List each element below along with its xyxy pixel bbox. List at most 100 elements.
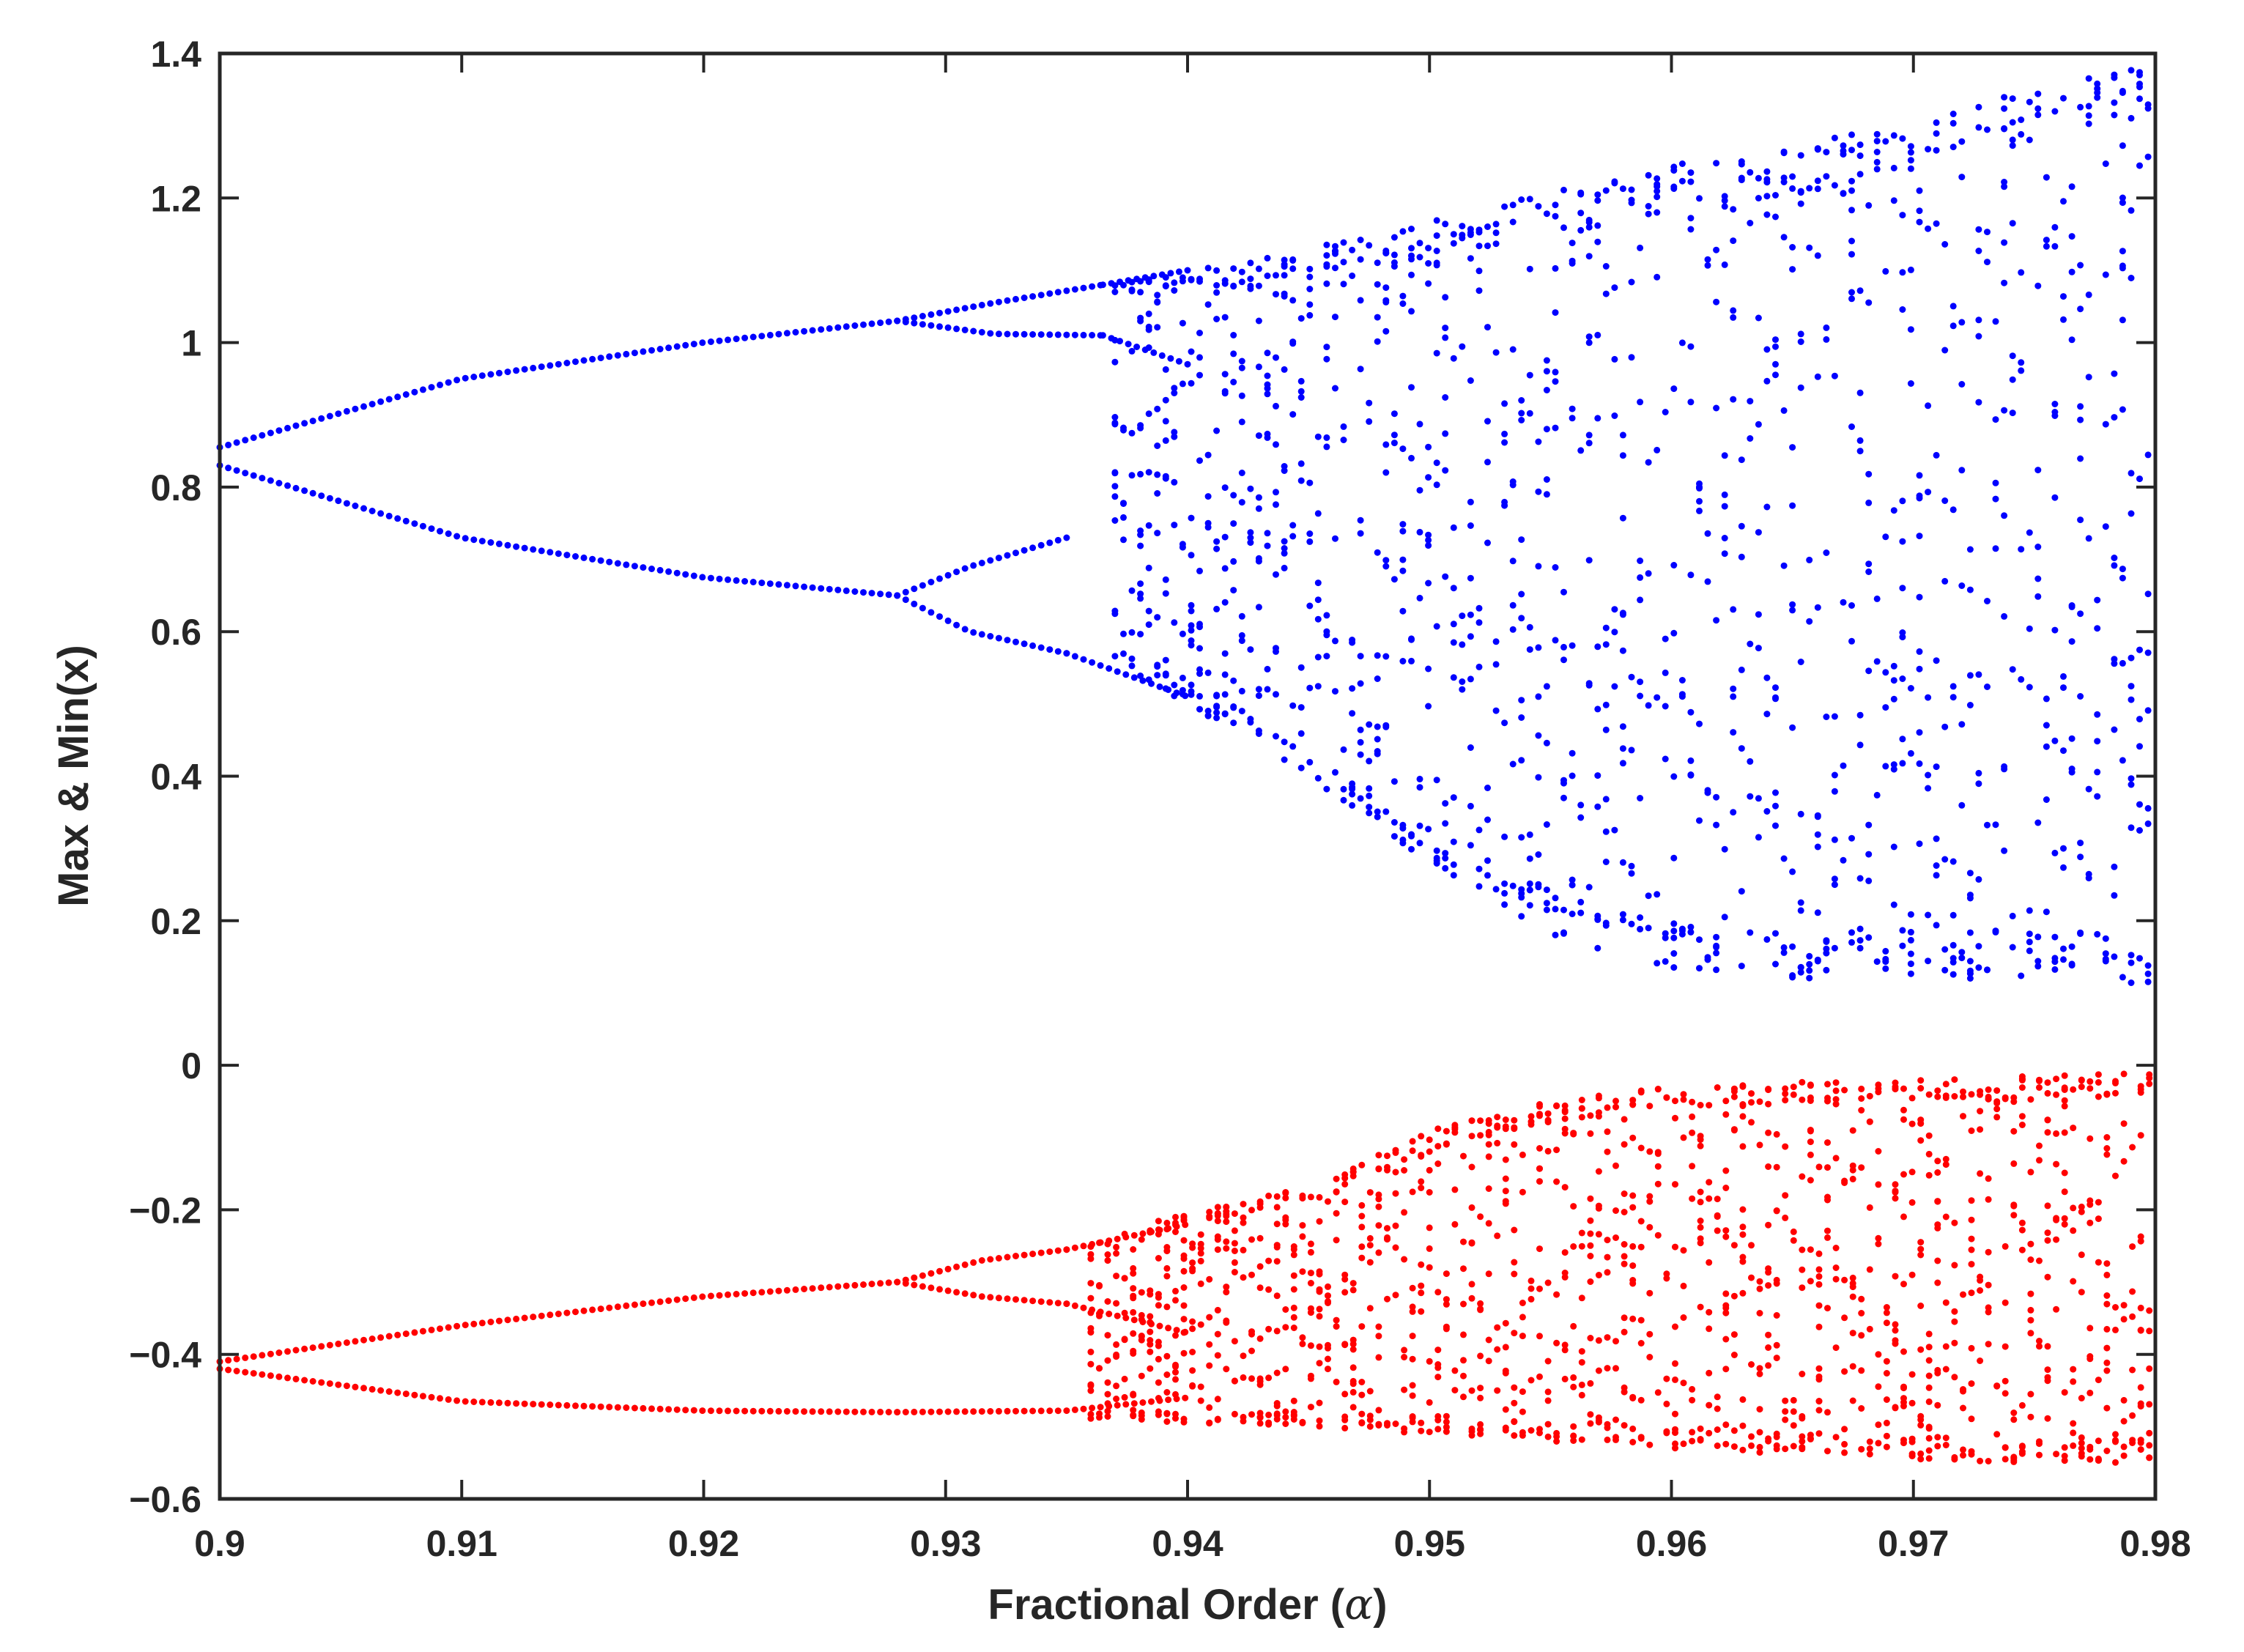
minima-point <box>1587 1253 1594 1259</box>
maxima-point <box>1907 749 1914 757</box>
maxima-point <box>1662 409 1669 415</box>
maxima-point <box>2077 403 2084 410</box>
maxima-point <box>1162 590 1169 597</box>
minima-point <box>1113 1341 1120 1348</box>
maxima-point <box>1484 539 1491 547</box>
minima-point <box>2010 1201 2018 1209</box>
minima-point <box>1366 1242 1374 1249</box>
maxima-point <box>394 393 401 401</box>
maxima-point <box>1594 912 1601 919</box>
minima-point <box>1730 1443 1738 1451</box>
minima-point <box>1519 1314 1526 1321</box>
maxima-point <box>1645 570 1652 577</box>
maxima-point <box>1678 160 1686 167</box>
minima-point <box>572 1308 579 1316</box>
maxima-point <box>2094 738 2101 745</box>
maxima-point <box>1780 949 1788 956</box>
maxima-point <box>1021 640 1028 648</box>
maxima-point <box>2051 955 2059 962</box>
maxima-point <box>851 588 859 595</box>
minima-point <box>2137 1086 2144 1093</box>
maxima-point <box>487 539 495 546</box>
maxima-point <box>1179 319 1186 327</box>
maxima-point <box>1738 888 1745 895</box>
maxima-point <box>987 633 994 640</box>
minima-point <box>1307 1375 1314 1382</box>
minima-point <box>2018 1448 2026 1455</box>
minima-point <box>1358 1379 1366 1385</box>
maxima-point <box>1012 638 1019 645</box>
minima-point <box>919 1408 926 1415</box>
minima-point <box>1121 1275 1128 1282</box>
minima-point <box>1663 1375 1670 1382</box>
maxima-point <box>851 322 859 329</box>
maxima-point <box>2111 370 2118 377</box>
maxima-point <box>1916 533 1923 540</box>
minima-point <box>1765 1282 1772 1289</box>
maxima-point <box>2001 612 2008 620</box>
minima-point <box>1113 1382 1120 1390</box>
minima-point <box>1561 1347 1569 1354</box>
maxima-point <box>1314 596 1322 604</box>
maxima-point <box>2077 516 2084 524</box>
maxima-point <box>1535 563 1542 570</box>
maxima-point <box>2102 160 2109 167</box>
minima-point <box>2002 1095 2009 1103</box>
minima-point <box>1680 1134 1687 1141</box>
maxima-point <box>1128 287 1136 295</box>
minima-point <box>1858 1295 1865 1303</box>
minima-point <box>1832 1275 1840 1283</box>
maxima-point <box>1992 927 1999 935</box>
minima-point <box>1672 1426 1678 1433</box>
minima-point <box>665 1297 673 1304</box>
maxima-point <box>2128 775 2135 782</box>
minima-point <box>1231 1269 1238 1275</box>
maxima-point <box>1585 219 1593 226</box>
minima-point <box>1646 1223 1654 1231</box>
minima-point <box>2086 1201 2094 1208</box>
minima-point <box>1155 1218 1162 1225</box>
maxima-point <box>936 309 943 316</box>
maxima-point <box>1535 203 1542 210</box>
minima-point <box>225 1366 232 1374</box>
maxima-point <box>1442 334 1449 341</box>
maxima-point <box>1179 380 1186 388</box>
minima-point <box>1106 1311 1113 1317</box>
maxima-point <box>2001 512 2008 519</box>
minima-point <box>1460 1357 1467 1364</box>
minima-point <box>2120 1396 2128 1404</box>
maxima-point <box>1670 183 1678 190</box>
minima-point <box>1121 1375 1128 1382</box>
minima-point <box>504 1399 511 1407</box>
minima-point <box>1730 1086 1738 1092</box>
maxima-point <box>1654 960 1661 967</box>
maxima-point <box>1721 452 1728 459</box>
minima-point <box>894 1409 901 1416</box>
minima-point <box>1917 1116 1925 1124</box>
maxima-point <box>1780 174 1788 182</box>
minima-point <box>1511 1124 1518 1131</box>
maxima-point <box>513 367 520 374</box>
minima-point <box>1722 1233 1730 1240</box>
minima-point <box>1273 1258 1281 1265</box>
maxima-point <box>1080 656 1087 663</box>
minima-point <box>1730 1352 1738 1358</box>
minima-point <box>2053 1305 2060 1313</box>
maxima-point <box>1029 293 1037 300</box>
minima-point <box>1824 1448 1831 1455</box>
maxima-point <box>2144 820 2152 827</box>
minima-point <box>1604 1269 1611 1276</box>
minima-point <box>1468 1240 1475 1247</box>
maxima-point <box>1306 684 1314 692</box>
maxima-point <box>1171 287 1178 294</box>
maxima-point <box>1154 530 1161 537</box>
minima-point <box>1485 1153 1492 1160</box>
maxima-point <box>1281 545 1288 552</box>
minima-point <box>1663 1275 1670 1282</box>
maxima-point <box>1374 748 1381 755</box>
maxima-point <box>1145 469 1152 476</box>
minima-point <box>987 1256 994 1263</box>
maxima-point <box>1670 562 1678 568</box>
minima-point <box>1951 1374 1958 1381</box>
